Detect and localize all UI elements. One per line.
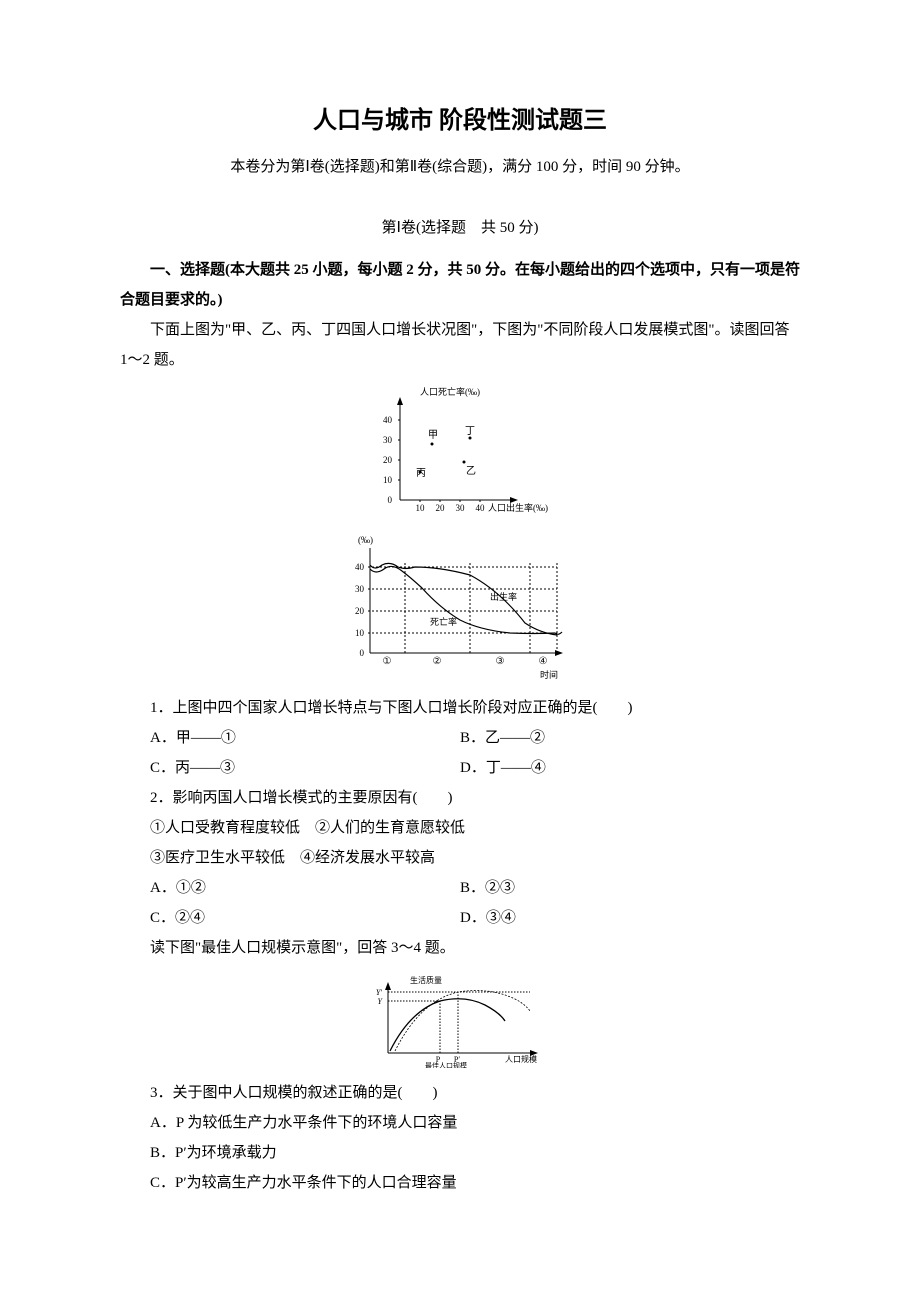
section-header: 第Ⅰ卷(选择题 共 50 分) bbox=[120, 216, 800, 237]
svg-text:Y': Y' bbox=[376, 988, 382, 997]
q2-option-c: C．②④ bbox=[120, 903, 460, 933]
svg-text:丙: 丙 bbox=[416, 468, 426, 479]
svg-text:30: 30 bbox=[383, 435, 393, 445]
svg-text:30: 30 bbox=[355, 584, 365, 594]
q1-text: 1．上图中四个国家人口增长特点与下图人口增长阶段对应正确的是( ) bbox=[120, 693, 800, 723]
svg-text:10: 10 bbox=[355, 628, 365, 638]
q2-options-ab: A．①② B．②③ bbox=[120, 873, 800, 903]
q2-option-d: D．③④ bbox=[460, 903, 800, 933]
document-title: 人口与城市 阶段性测试题三 bbox=[120, 100, 800, 135]
svg-text:40: 40 bbox=[355, 562, 365, 572]
q3-option-b: B．P′为环境承载力 bbox=[120, 1138, 800, 1168]
q2-option-b: B．②③ bbox=[460, 873, 800, 903]
q1-option-b: B．乙——② bbox=[460, 723, 800, 753]
svg-text:0: 0 bbox=[388, 495, 393, 505]
svg-text:Y: Y bbox=[378, 997, 384, 1006]
svg-text:①: ① bbox=[383, 656, 392, 667]
svg-text:乙: 乙 bbox=[466, 465, 476, 477]
quality-xlabel: 人口规模 bbox=[505, 1054, 537, 1064]
q2-option-a: A．①② bbox=[120, 873, 460, 903]
q2-options-cd: C．②④ D．③④ bbox=[120, 903, 800, 933]
svg-text:0: 0 bbox=[360, 648, 365, 658]
svg-text:40: 40 bbox=[476, 503, 486, 513]
q2-subopts-1: ①人口受教育程度较低 ②人们的生育意愿较低 bbox=[120, 813, 800, 843]
birth-rate-label: 出生率 bbox=[490, 591, 517, 602]
intro-q3-4: 读下图"最佳人口规模示意图"，回答 3～4 题。 bbox=[120, 933, 800, 963]
svg-text:20: 20 bbox=[436, 503, 446, 513]
quality-sublabel: 最佳人口规模 bbox=[425, 1061, 467, 1068]
intro-q1-2: 下面上图为"甲、乙、丙、丁四国人口增长状况图"，下图为"不同阶段人口发展模式图"… bbox=[120, 315, 800, 375]
scatter-ylabel: 人口死亡率(‰) bbox=[420, 386, 480, 397]
svg-text:20: 20 bbox=[383, 455, 393, 465]
q3-option-c: C．P′为较高生产力水平条件下的人口合理容量 bbox=[120, 1168, 800, 1198]
q3-option-a: A．P 为较低生产力水平条件下的环境人口容量 bbox=[120, 1108, 800, 1138]
q2-subopts-2: ③医疗卫生水平较低 ④经济发展水平较高 bbox=[120, 843, 800, 873]
quality-ylabel: 生活质量 bbox=[410, 975, 442, 985]
document-subtitle: 本卷分为第Ⅰ卷(选择题)和第Ⅱ卷(综合题)，满分 100 分，时间 90 分钟。 bbox=[120, 155, 800, 176]
curve-chart-container: (‰) 0 10 20 30 40 ① ② ③ ④ 时间 出生率 死亡率 bbox=[120, 525, 800, 683]
curve-chart: (‰) 0 10 20 30 40 ① ② ③ ④ 时间 出生率 死亡率 bbox=[340, 533, 580, 683]
curve-xlabel: 时间 bbox=[540, 669, 558, 680]
svg-text:40: 40 bbox=[383, 415, 393, 425]
q2-text: 2．影响丙国人口增长模式的主要原因有( ) bbox=[120, 783, 800, 813]
svg-text:丁: 丁 bbox=[465, 426, 475, 437]
svg-text:10: 10 bbox=[383, 475, 393, 485]
death-rate-label: 死亡率 bbox=[430, 616, 457, 627]
quality-chart-container: 生活质量 Y Y' P P′ 最佳人口规模 人口规模 bbox=[120, 973, 800, 1068]
q3-text: 3．关于图中人口规模的叙述正确的是( ) bbox=[120, 1078, 800, 1108]
q1-options-ab: A．甲——① B．乙——② bbox=[120, 723, 800, 753]
q1-option-a: A．甲——① bbox=[120, 723, 460, 753]
scatter-chart: 人口死亡率(‰) 0 10 20 30 40 10 20 30 40 人口出生率… bbox=[360, 385, 560, 515]
svg-text:④: ④ bbox=[539, 656, 548, 667]
q1-option-d: D．丁——④ bbox=[460, 753, 800, 783]
svg-text:③: ③ bbox=[496, 656, 505, 667]
scatter-chart-container: 人口死亡率(‰) 0 10 20 30 40 10 20 30 40 人口出生率… bbox=[120, 385, 800, 515]
svg-text:②: ② bbox=[433, 656, 442, 667]
scatter-xlabel: 人口出生率(‰) bbox=[488, 502, 548, 513]
curve-ylabel: (‰) bbox=[358, 535, 373, 545]
svg-text:甲: 甲 bbox=[428, 430, 438, 441]
q1-options-cd: C．丙——③ D．丁——④ bbox=[120, 753, 800, 783]
svg-text:10: 10 bbox=[416, 503, 426, 513]
instructions: 一、选择题(本大题共 25 小题，每小题 2 分，共 50 分。在每小题给出的四… bbox=[120, 255, 800, 315]
svg-text:20: 20 bbox=[355, 606, 365, 616]
q1-option-c: C．丙——③ bbox=[120, 753, 460, 783]
svg-text:30: 30 bbox=[456, 503, 466, 513]
quality-chart: 生活质量 Y Y' P P′ 最佳人口规模 人口规模 bbox=[360, 973, 560, 1068]
